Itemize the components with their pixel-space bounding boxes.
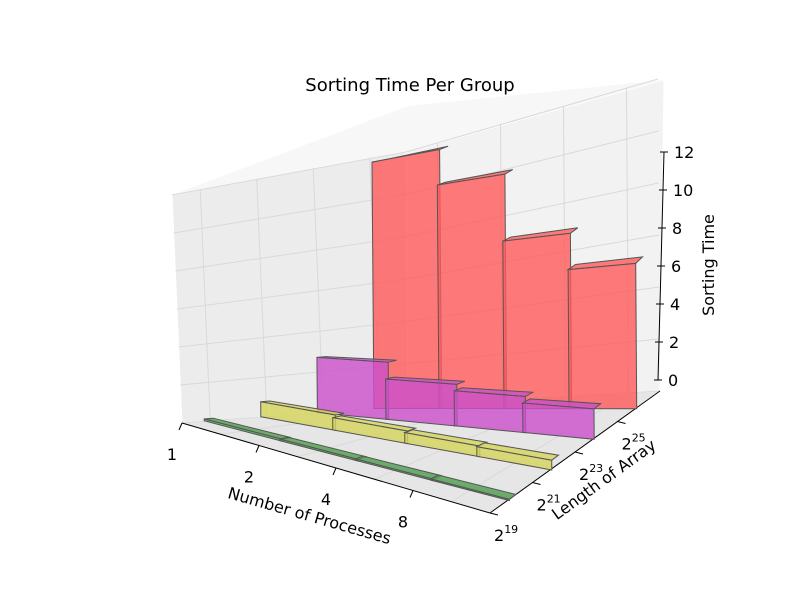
bar-face [260,401,337,432]
y-tick [574,451,584,455]
bar [453,387,535,434]
left-grid-line [199,189,211,421]
bar-face [476,446,553,471]
x-tick [255,445,260,453]
x-tick-label: 1 [167,445,177,464]
bar [203,417,292,443]
z-tick-label: 4 [670,295,680,314]
bar-face [453,390,527,434]
bar-face [385,378,458,427]
bar [566,256,644,410]
left-grid-line [175,236,407,272]
left-grid-line [256,178,268,417]
x-tick [178,422,183,431]
floor-grid-line [451,392,629,503]
bar [475,442,560,471]
y-tick [617,421,626,424]
bar [429,474,518,502]
x-tick-label: 4 [321,490,331,509]
bar-face [522,402,595,440]
bar-face [502,232,573,410]
x-axis-label: Number of Processes [226,483,393,548]
x-tick-label: 2 [244,468,254,487]
bar [385,376,465,427]
y-tick-label: 219 [494,523,518,545]
x-tick-label: 8 [398,513,408,532]
bar-face [430,478,510,502]
z-tick-label: 10 [673,181,693,200]
z-tick-label: 8 [672,219,682,238]
y-tick [489,512,499,516]
bar [502,227,579,410]
bar [521,398,603,440]
z-axis-label: Sorting Time [699,214,718,316]
bar-face [567,262,638,410]
y-tick [532,482,541,485]
bar [316,356,397,421]
z-tick-label: 6 [671,257,681,276]
chart-title: Sorting Time Per Group [305,75,514,96]
top-pane [172,80,664,195]
left-grid-line [176,278,408,310]
bar [402,429,489,458]
left-grid-line [178,320,408,348]
bar [260,400,345,432]
z-tick-label: 0 [668,371,678,390]
z-tick-label: 12 [674,143,694,162]
back-grid-line [405,78,659,153]
bar [332,415,418,445]
bar [436,169,514,410]
bar-face [316,356,390,421]
x-tick [332,467,337,476]
bar-face [436,173,508,410]
z-tick-label: 2 [669,333,679,352]
left-grid-line [171,151,407,196]
bars [203,145,644,502]
x-tick [409,490,414,498]
left-grid-line [173,193,407,234]
